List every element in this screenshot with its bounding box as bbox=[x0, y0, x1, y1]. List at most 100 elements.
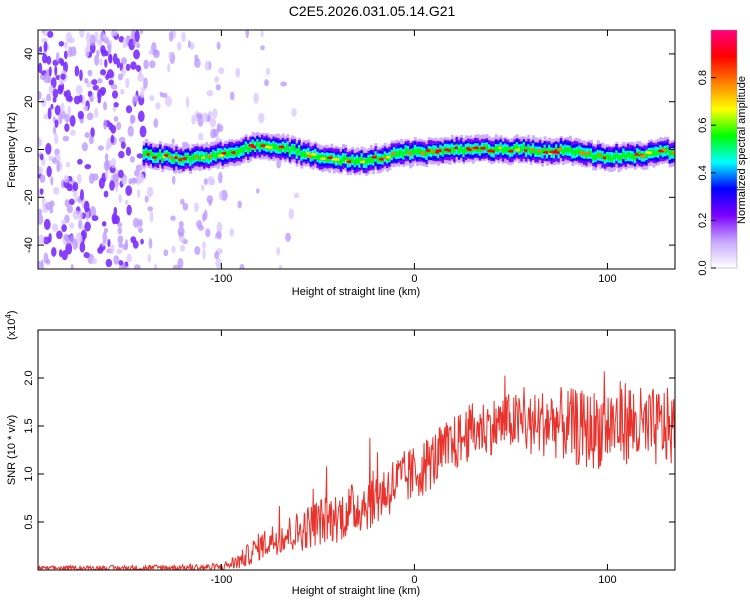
spectrogram-ridge-band bbox=[228, 149, 232, 156]
spectrogram-ridge-band bbox=[383, 153, 387, 160]
spectrogram-noise-blob bbox=[113, 115, 119, 122]
spectrogram-noise-blob bbox=[132, 96, 136, 106]
spectrogram-noise-blob bbox=[84, 77, 89, 84]
spectrogram-ridge-band bbox=[219, 150, 223, 156]
spectrogram-noise-blob bbox=[40, 259, 44, 269]
spectrogram-ridge-band bbox=[592, 154, 596, 161]
spectrogram-noise-blob bbox=[65, 161, 71, 168]
spectrogram-noise-blob bbox=[116, 248, 123, 254]
spectrogram-noise-blob bbox=[276, 246, 281, 256]
spectrogram-noise-blob bbox=[115, 181, 119, 193]
spectrogram-noise-blob bbox=[139, 125, 147, 138]
spectrogram-noise-blob bbox=[118, 136, 126, 144]
snr-x-ticks: -100 0 100 bbox=[210, 330, 617, 586]
spectrogram-noise-blob bbox=[214, 76, 220, 83]
spectrogram-noise-blob bbox=[132, 217, 140, 228]
spectrogram-noise-blob bbox=[202, 248, 206, 260]
spectrogram-noise-blob bbox=[285, 232, 291, 242]
spectrogram-noise-blob bbox=[77, 210, 83, 222]
spectrogram-ridge-band bbox=[594, 154, 598, 160]
spectrogram-noise-blob bbox=[89, 34, 96, 47]
spectrogram-ridge-band bbox=[608, 154, 612, 161]
spectrogram-ridge-band bbox=[172, 157, 176, 164]
spectrogram-noise-blob bbox=[126, 204, 132, 216]
snr-panel: -100 0 100 0.5 1.0 1.5 2.0 Height of straight… bbox=[4, 310, 676, 597]
spectrogram-noise-blob bbox=[137, 172, 145, 184]
spectrogram-ridge-band bbox=[568, 146, 572, 152]
spectrogram-ridge-band bbox=[402, 152, 406, 158]
spectrogram-x-ticks: -100 0 100 bbox=[210, 30, 617, 285]
spectrogram-noise-blob bbox=[75, 85, 83, 95]
spectrogram-ridge-band bbox=[226, 151, 230, 158]
spectrogram-noise-blob bbox=[39, 174, 46, 183]
spectrogram-noise-blob bbox=[55, 52, 60, 63]
spectrogram-ridge-band bbox=[527, 145, 531, 152]
spectrogram-ridge-band bbox=[256, 140, 260, 147]
spectrogram-noise-blob bbox=[171, 245, 176, 254]
snr-y-tick-label: 2.0 bbox=[23, 370, 35, 385]
spectrogram-noise-blob bbox=[214, 251, 220, 260]
spectrogram-ridge-band bbox=[395, 151, 399, 158]
spectrogram-ridge-band bbox=[300, 151, 304, 158]
spectrogram-noise-blob bbox=[38, 165, 42, 175]
spectrogram-ridge-band bbox=[573, 150, 577, 156]
spectrogram-noise-blob bbox=[216, 122, 221, 133]
spectrogram-noise-blob bbox=[207, 176, 214, 186]
spectrogram-ridge-band bbox=[344, 155, 348, 162]
spectrogram-noise-blob bbox=[41, 196, 46, 208]
spectrogram-noise-blob bbox=[137, 110, 145, 123]
spectrogram-noise-blob bbox=[112, 53, 118, 65]
spectrogram-noise-blob bbox=[63, 50, 68, 60]
spectrogram-noise-blob bbox=[220, 189, 228, 201]
spectrogram-noise-blob bbox=[87, 69, 93, 77]
colorbar-tick-label: 0.2 bbox=[697, 213, 709, 228]
spectrogram-noise-blob bbox=[117, 73, 124, 81]
spectrogram-ridge-band bbox=[617, 154, 621, 161]
spectrogram-noise-blob bbox=[47, 107, 52, 120]
spectrogram-y-tick-label: 40 bbox=[23, 48, 35, 60]
spectrogram-noise-blob bbox=[117, 227, 123, 235]
spectrogram-noise-blob bbox=[54, 65, 58, 76]
spectrogram-noise-blob bbox=[99, 58, 103, 66]
spectrogram-noise-blob bbox=[46, 93, 52, 102]
spectrogram-ridge-band bbox=[351, 156, 355, 163]
spectrogram-noise-blob bbox=[94, 54, 100, 66]
spectrogram-noise-blob bbox=[97, 145, 104, 151]
spectrogram-noise-blob bbox=[104, 168, 109, 180]
snr-y-scale-exponent: 4 bbox=[4, 314, 13, 319]
spectrogram-ridge-band bbox=[376, 156, 380, 163]
spectrogram-noise-blob bbox=[202, 212, 206, 223]
spectrogram-noise-blob bbox=[144, 195, 149, 203]
spectrogram-noise-blob bbox=[121, 67, 126, 77]
spectrogram-ridge-band bbox=[189, 157, 193, 163]
spectrogram-noise-blob bbox=[105, 258, 113, 268]
spectrogram-noise-blob bbox=[136, 189, 141, 198]
spectrogram-noise-blob bbox=[143, 77, 148, 89]
spectrogram-noise-blob bbox=[129, 156, 135, 163]
spectrogram-ridge-band bbox=[158, 151, 162, 157]
spectrogram-noise-blob bbox=[117, 235, 124, 244]
spectrogram-noise-blob bbox=[131, 30, 136, 40]
spectrogram-ridge-band bbox=[214, 153, 218, 160]
spectrogram-ridge-band bbox=[406, 148, 410, 155]
spectrogram-noise-blob bbox=[90, 127, 95, 138]
spectrogram-noise-blob bbox=[99, 69, 107, 76]
spectrogram-noise-blob bbox=[135, 64, 141, 72]
spectrogram-noise-blob bbox=[215, 84, 221, 91]
spectrogram-x-tick-label: -100 bbox=[210, 273, 232, 285]
spectrogram-noise-blob bbox=[210, 128, 217, 139]
spectrogram-noise-blob bbox=[148, 238, 153, 249]
spectrogram-noise-blob bbox=[138, 219, 143, 227]
spectrogram-noise-blob bbox=[72, 209, 80, 220]
spectrogram-noise-blob bbox=[138, 227, 143, 234]
spectrogram-noise-blob bbox=[38, 234, 45, 245]
spectrogram-ridge-band bbox=[240, 146, 244, 153]
spectrogram-noise-blob bbox=[153, 263, 158, 269]
spectrogram-ridge-band bbox=[645, 152, 649, 159]
spectrogram-noise-blob bbox=[185, 96, 190, 109]
spectrogram-noise-blob bbox=[177, 226, 185, 238]
snr-y-ticks: 0.5 1.0 1.5 2.0 bbox=[23, 370, 675, 530]
snr-series-line bbox=[38, 371, 675, 570]
spectrogram-noise-blob bbox=[54, 119, 59, 128]
